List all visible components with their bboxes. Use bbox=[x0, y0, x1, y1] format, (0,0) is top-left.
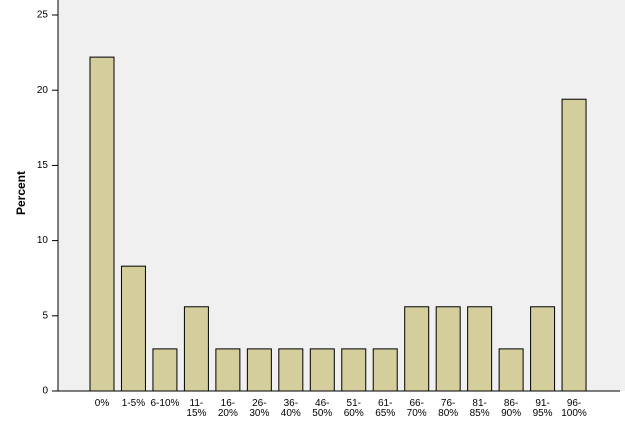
x-tick-label: 0% bbox=[94, 398, 110, 409]
x-tick-label: 36- 40% bbox=[280, 398, 301, 419]
x-tick-label: 86- 90% bbox=[501, 398, 522, 419]
y-tick-label: 20 bbox=[37, 85, 49, 96]
bar bbox=[120, 265, 146, 392]
bar bbox=[152, 348, 178, 392]
bar bbox=[530, 306, 556, 392]
x-tick-label: 1-5% bbox=[121, 398, 146, 409]
y-tick-label: 15 bbox=[37, 160, 49, 171]
y-tick-label: 5 bbox=[42, 310, 48, 321]
x-tick-label: 61- 65% bbox=[375, 398, 396, 419]
bar bbox=[278, 348, 304, 392]
x-tick-label: 81- 85% bbox=[469, 398, 490, 419]
bar bbox=[341, 348, 367, 392]
bar bbox=[435, 306, 461, 392]
x-tick-label: 6-10% bbox=[150, 398, 180, 409]
x-tick-label: 96- 100% bbox=[561, 398, 587, 419]
bar bbox=[89, 56, 115, 392]
bar bbox=[215, 348, 241, 392]
x-tick-label: 16- 20% bbox=[217, 398, 238, 419]
x-tick-label: 46- 50% bbox=[312, 398, 333, 419]
y-axis-label: Percent bbox=[14, 171, 28, 215]
y-tick-label: 10 bbox=[37, 235, 49, 246]
bar bbox=[309, 348, 335, 392]
y-tick-label: 0 bbox=[42, 386, 48, 397]
x-tick-label: 76- 80% bbox=[438, 398, 459, 419]
bar bbox=[404, 306, 430, 392]
bar bbox=[561, 98, 587, 392]
bar bbox=[467, 306, 493, 392]
x-tick-label: 11- 15% bbox=[186, 398, 207, 419]
x-tick-label: 51- 60% bbox=[343, 398, 364, 419]
bar bbox=[246, 348, 272, 392]
x-tick-label: 91- 95% bbox=[532, 398, 553, 419]
bar bbox=[498, 348, 524, 392]
bar bbox=[183, 306, 209, 392]
x-tick-label: 66- 70% bbox=[406, 398, 427, 419]
bar bbox=[372, 348, 398, 392]
x-tick-label: 26- 30% bbox=[249, 398, 270, 419]
y-tick-label: 25 bbox=[37, 10, 49, 21]
